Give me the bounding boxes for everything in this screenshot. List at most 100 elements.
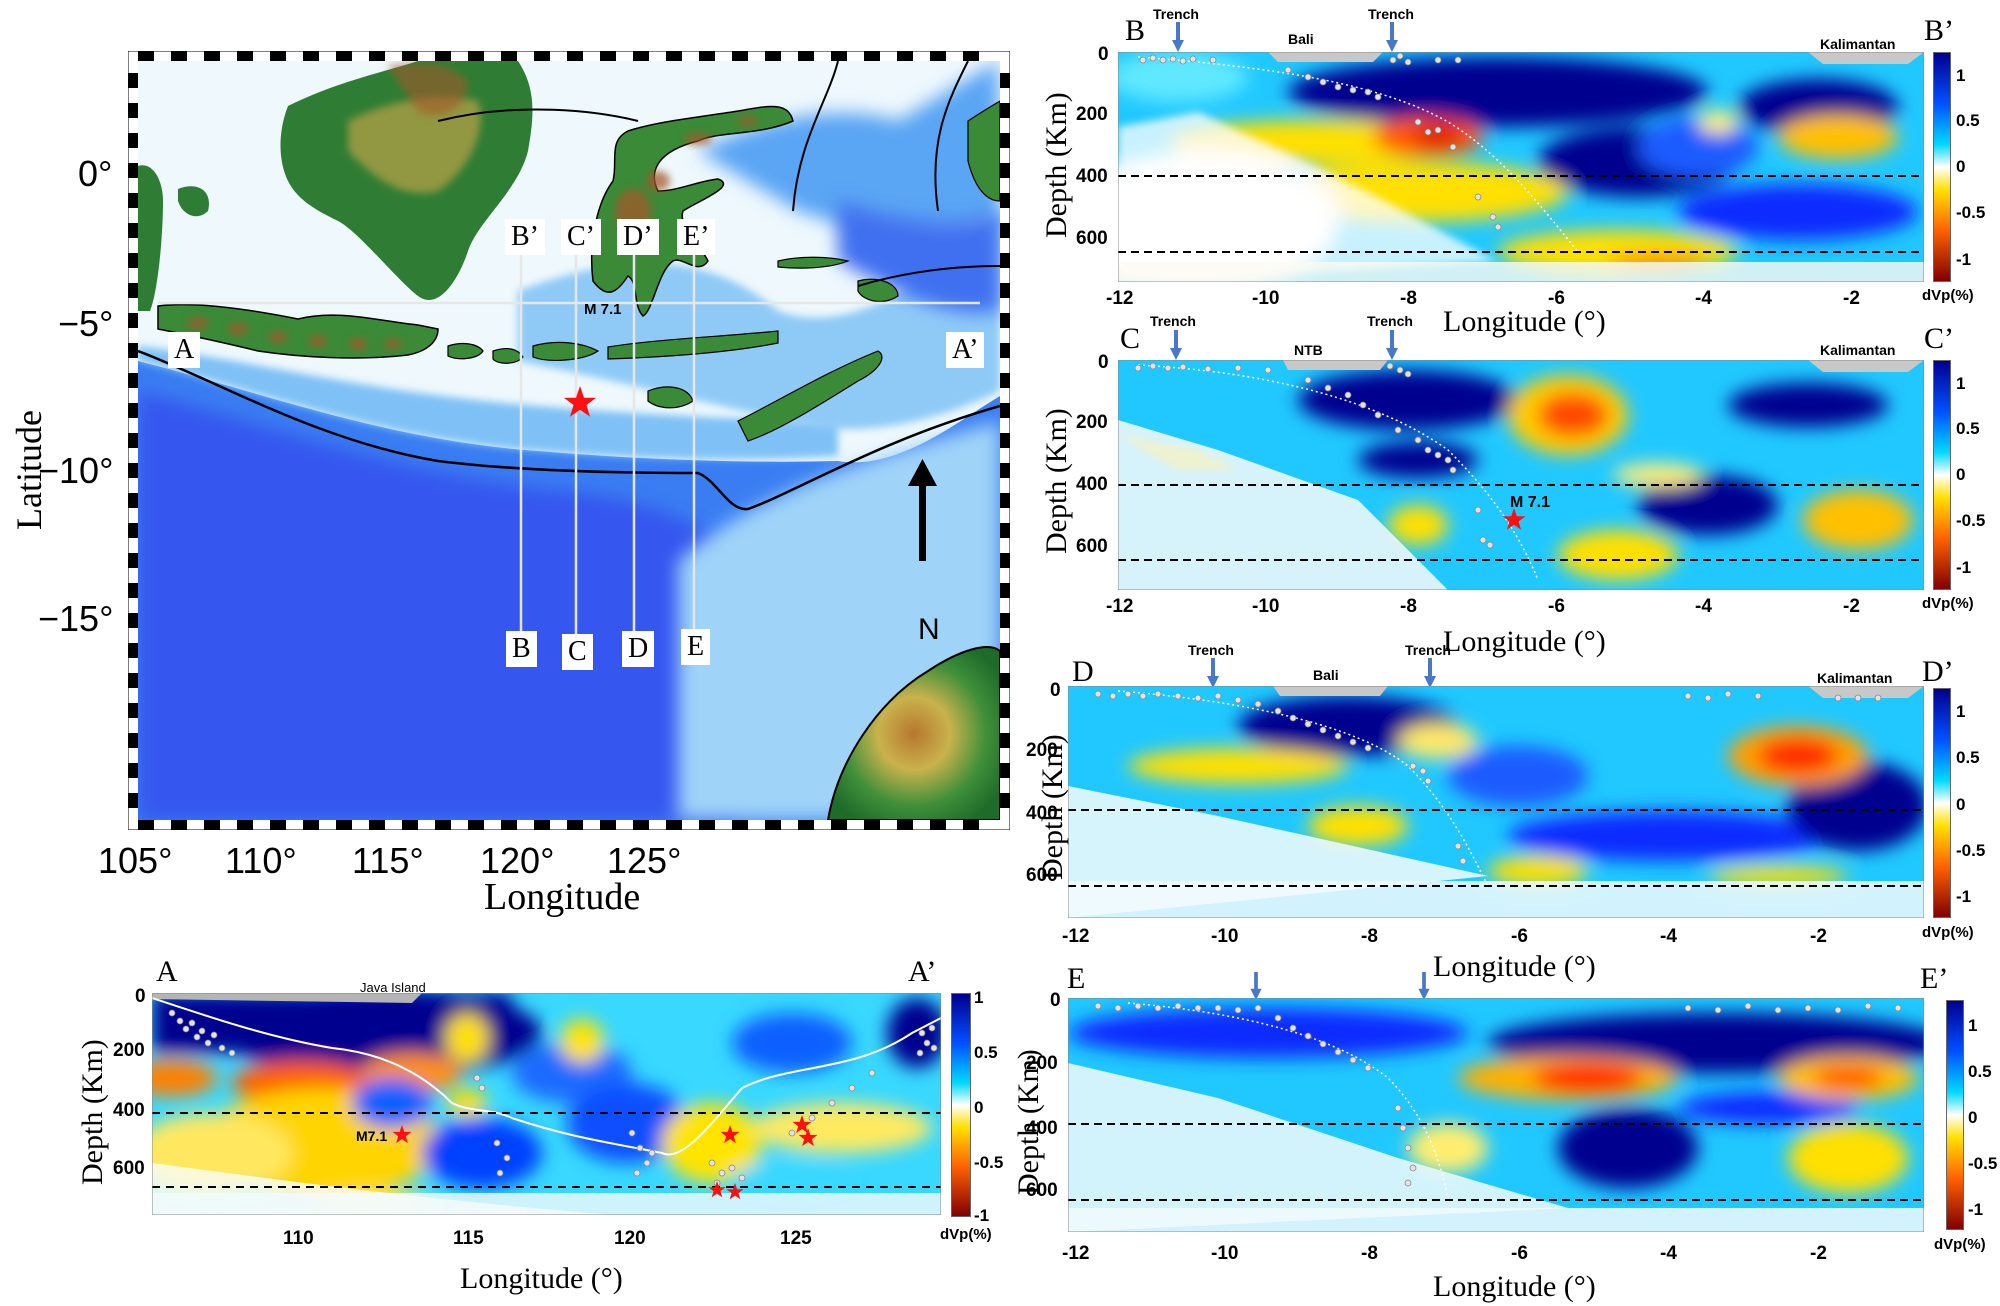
section-E-colorbar xyxy=(1946,1000,1964,1230)
map-ytick-3: −15° xyxy=(38,598,114,639)
section-A-xtick-0: 110 xyxy=(283,1228,314,1249)
section-C-xtick-3: -6 xyxy=(1548,596,1565,617)
profile-label-B-end: B’ xyxy=(505,219,545,255)
section-A-cb-unit: dVp(%) xyxy=(940,1226,992,1243)
profile-label-D: D xyxy=(622,631,655,667)
section-C-ytick-0: 0 xyxy=(1098,352,1109,373)
section-B-cb-tick-3: -0.5 xyxy=(1956,203,1986,222)
section-E-cb-tick-0: 1 xyxy=(1968,1016,1978,1035)
section-B-cb-unit: dVp(%) xyxy=(1922,287,1974,304)
section-D-xtick-2: -8 xyxy=(1361,926,1378,947)
profile-label-E: E xyxy=(681,629,711,665)
section-C-event-label: M 7.1 xyxy=(1510,494,1551,511)
section-D-ytick-2: 400 xyxy=(1026,803,1058,824)
section-D-plot xyxy=(1068,686,1924,918)
section-D-cb-unit: dVp(%) xyxy=(1922,924,1974,941)
section-C-cb-tick-3: -0.5 xyxy=(1956,511,1986,530)
section-A-ytick-2: 400 xyxy=(113,1100,145,1121)
section-C-cb-unit: dVp(%) xyxy=(1922,595,1974,612)
section-D-ytick-3: 600 xyxy=(1026,865,1058,886)
section-B-xtick-1: -10 xyxy=(1252,288,1280,309)
map-panel: A A’ B’ C’ D’ E’ B C D E M 7.1 N xyxy=(128,51,1010,830)
section-B-colorbar xyxy=(1933,52,1951,282)
section-B-cb-tick-4: -1 xyxy=(1956,250,1972,269)
section-E-xtick-0: -12 xyxy=(1062,1243,1090,1264)
map-xtick-4: 125° xyxy=(607,840,682,881)
section-D-trench2-arrow-icon xyxy=(1424,658,1436,688)
section-C-xtick-2: -8 xyxy=(1400,596,1417,617)
section-E-xlabel: Longitude (°) xyxy=(1433,1270,1596,1303)
section-D-land2-label: Kalimantan xyxy=(1817,670,1893,686)
section-D-xtick-0: -12 xyxy=(1062,926,1090,947)
section-A-cb-tick-4: -1 xyxy=(974,1206,990,1225)
section-B-xtick-4: -4 xyxy=(1695,288,1712,309)
section-A-cb-tick-0: 1 xyxy=(974,988,984,1007)
section-B-trench2-label: Trench xyxy=(1368,6,1414,22)
section-A-cb-tick-2: 0 xyxy=(974,1098,984,1117)
section-C-plot xyxy=(1118,360,1924,590)
north-arrow-icon xyxy=(908,459,937,561)
section-A-xtick-2: 120 xyxy=(614,1228,646,1249)
section-B-end-label: B’ xyxy=(1924,14,1954,47)
section-A-ytick-1: 200 xyxy=(113,1040,145,1061)
map-xlabel: Longitude xyxy=(484,876,641,918)
section-E-cb-unit: dVp(%) xyxy=(1934,1236,1986,1253)
section-E-cb-tick-3: -0.5 xyxy=(1968,1154,1998,1173)
section-E-xtick-1: -10 xyxy=(1211,1243,1239,1264)
section-C-xtick-4: -4 xyxy=(1695,596,1712,617)
section-B-trench1-label: Trench xyxy=(1153,6,1199,22)
section-A-plot xyxy=(152,993,941,1215)
section-B-cb-tick-2: 0 xyxy=(1956,157,1966,176)
section-B-ytick-2: 400 xyxy=(1076,166,1108,187)
section-A-cb-tick-3: -0.5 xyxy=(974,1153,1004,1172)
section-A-start-label: A xyxy=(156,955,178,988)
section-D-xtick-4: -4 xyxy=(1660,926,1677,947)
section-D-land1-label: Bali xyxy=(1313,667,1339,683)
section-B-cb-tick-0: 1 xyxy=(1956,66,1966,85)
map-ytick-1: −5° xyxy=(58,303,114,344)
section-D-ytick-1: 200 xyxy=(1026,740,1058,761)
section-C-end-label: C’ xyxy=(1924,322,1954,355)
section-B-land1-label: Bali xyxy=(1288,31,1314,47)
section-D-cb-tick-0: 1 xyxy=(1956,702,1966,721)
section-D-start-label: D xyxy=(1072,655,1094,688)
section-E-ylabel: Depth (Km) xyxy=(1012,1049,1045,1195)
section-E-cb-tick-4: -1 xyxy=(1968,1200,1984,1219)
section-E-plot xyxy=(1068,998,1924,1232)
section-C-trench1-label: Trench xyxy=(1150,313,1196,329)
section-A-xtick-1: 115 xyxy=(453,1228,484,1249)
section-A-colorbar xyxy=(951,993,971,1217)
section-C-trench1-arrow-icon xyxy=(1170,330,1182,360)
section-D-xlabel: Longitude (°) xyxy=(1433,950,1596,983)
section-A-cb-tick-1: 0.5 xyxy=(974,1043,998,1062)
section-C-cb-tick-1: 0.5 xyxy=(1956,419,1980,438)
section-C-colorbar xyxy=(1933,360,1951,590)
section-B-xtick-0: -12 xyxy=(1106,288,1134,309)
section-A-ylabel: Depth (Km) xyxy=(76,1039,109,1185)
section-D-trench1-arrow-icon xyxy=(1207,658,1219,688)
section-C-start-label: C xyxy=(1120,322,1141,355)
section-E-ytick-2: 400 xyxy=(1026,1118,1058,1139)
section-B-xtick-5: -2 xyxy=(1843,288,1860,309)
profile-label-C: C xyxy=(562,634,593,670)
section-A-ytick-0: 0 xyxy=(135,986,146,1007)
map-canvas xyxy=(128,51,1010,830)
section-C-xtick-5: -2 xyxy=(1843,596,1860,617)
section-B-trench1-arrow-icon xyxy=(1172,22,1184,52)
section-C-ytick-3: 600 xyxy=(1076,536,1108,557)
section-A-event-label: M7.1 xyxy=(356,1128,388,1144)
section-C-ytick-2: 400 xyxy=(1076,474,1108,495)
profile-label-D-end: D’ xyxy=(617,219,659,255)
section-A-xlabel: Longitude (°) xyxy=(460,1262,623,1295)
profile-label-A: A xyxy=(168,332,201,368)
section-B-cb-tick-1: 0.5 xyxy=(1956,111,1980,130)
section-C-cb-tick-4: -1 xyxy=(1956,558,1972,577)
map-xtick-2: 115° xyxy=(352,840,424,881)
section-D-cb-tick-1: 0.5 xyxy=(1956,748,1980,767)
section-A-java-label: Java Island xyxy=(360,980,426,995)
section-C-cb-tick-0: 1 xyxy=(1956,374,1966,393)
section-C-trench2-label: Trench xyxy=(1367,313,1413,329)
map-frame-ticks xyxy=(128,51,1010,830)
section-B-ytick-0: 0 xyxy=(1098,44,1109,65)
section-D-end-label: D’ xyxy=(1922,655,1954,688)
